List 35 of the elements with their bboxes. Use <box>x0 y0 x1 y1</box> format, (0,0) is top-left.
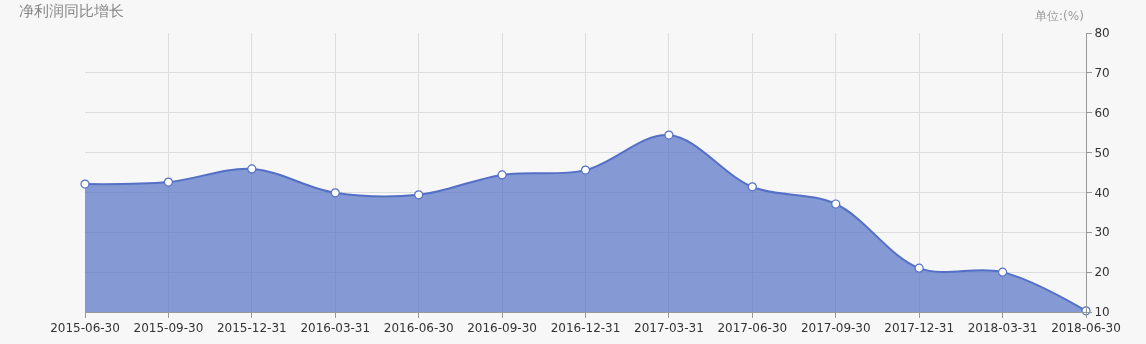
point <box>80 179 90 189</box>
x-tick-label: 2017-12-31 <box>884 321 955 336</box>
chart-title: 净利润同比增长 <box>19 1 125 20</box>
y-tick-label: 60 <box>1094 105 1110 120</box>
y-tick-label: 40 <box>1094 185 1110 200</box>
point <box>414 190 424 200</box>
x-tick-label: 2016-12-31 <box>550 321 621 336</box>
x-tick-label: 2016-06-30 <box>383 321 454 336</box>
point <box>914 263 924 273</box>
point <box>831 199 841 209</box>
y-tick-label: 30 <box>1094 225 1110 240</box>
y-tick-label: 80 <box>1094 26 1110 41</box>
x-tick-label: 2016-03-31 <box>300 321 371 336</box>
x-tick-label: 2017-09-30 <box>800 321 871 336</box>
x-tick-label: 2017-06-30 <box>717 321 788 336</box>
x-tick-label: 2016-09-30 <box>467 321 537 336</box>
point <box>747 182 757 192</box>
y-tick-label: 20 <box>1094 265 1110 280</box>
point <box>163 177 174 187</box>
x-tick-label: 2018-03-31 <box>967 321 1038 336</box>
y-tick-label: 10 <box>1094 305 1110 320</box>
point <box>497 170 507 180</box>
y-tick-label: 50 <box>1094 145 1110 160</box>
point <box>664 130 674 140</box>
x-tick-label: 2017-03-31 <box>634 321 704 336</box>
point <box>997 267 1008 277</box>
y-tick-label: 70 <box>1094 66 1110 81</box>
x-tick-label: 2015-12-31 <box>216 321 287 336</box>
x-tick-label: 2015-06-30 <box>50 321 120 336</box>
point <box>580 165 591 175</box>
x-tick-label: 2015-09-30 <box>133 321 204 336</box>
text: 单位:(%) <box>1035 9 1084 23</box>
x-tick-label: 2018-06-30 <box>1051 321 1121 336</box>
point <box>330 188 340 198</box>
point <box>247 164 257 174</box>
